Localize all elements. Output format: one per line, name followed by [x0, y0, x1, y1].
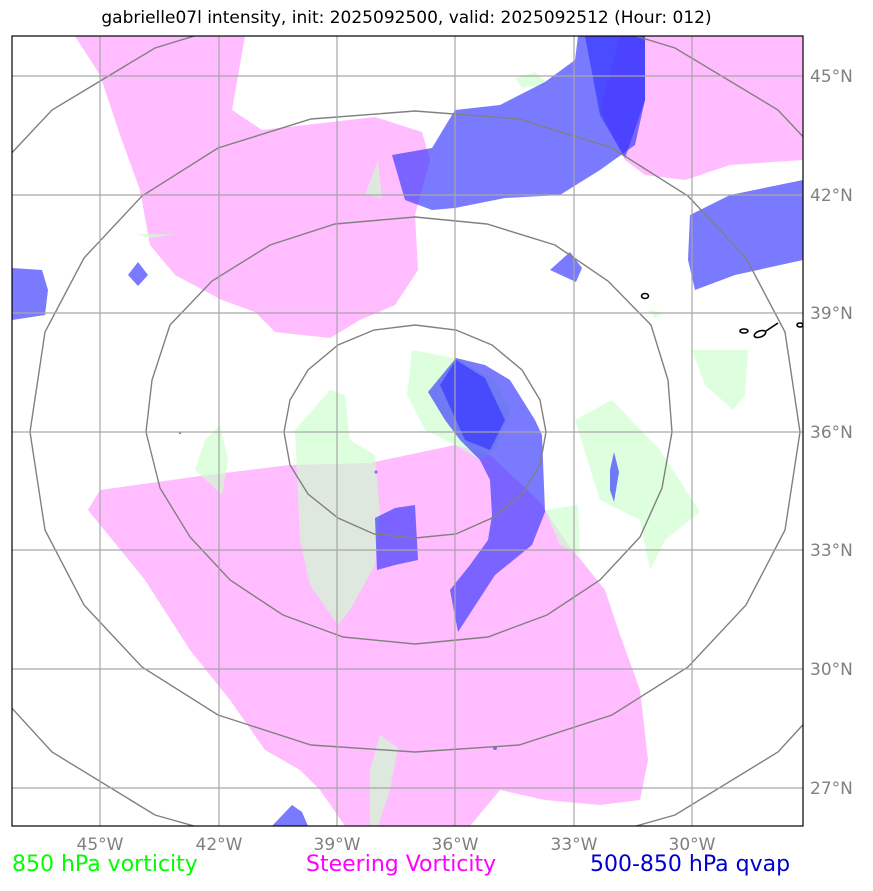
range-rings — [12, 36, 803, 826]
qvap-region-thin — [610, 452, 619, 502]
qvap-region-small-east — [550, 252, 582, 282]
qvap-region-east-upper — [585, 36, 645, 158]
lat-tick-labels: 45°N 42°N 39°N 36°N 33°N 30°N 27°N — [810, 67, 853, 799]
lat-tick-label: 45°N — [810, 67, 853, 87]
vorticity-850-region-mid — [365, 160, 382, 198]
lon-tick-label: 33°W — [551, 835, 598, 855]
vorticity-850-region-far-east — [692, 350, 748, 410]
legend: 850 hPa vorticity Steering Vorticity 500… — [0, 852, 873, 884]
coastlines — [640, 292, 803, 339]
lat-tick-label: 36°N — [810, 423, 853, 443]
range-ring — [283, 324, 547, 539]
qvap-region-comma — [428, 358, 545, 632]
lat-tick-label: 42°N — [810, 186, 853, 206]
qvap-region-compact — [375, 505, 418, 570]
qvap-region-small-west — [128, 262, 148, 286]
lon-tick-label: 30°W — [669, 835, 716, 855]
island-outline — [765, 322, 779, 332]
vorticity-850-region-south — [370, 735, 398, 826]
vorticity-850-region-west-sliver — [136, 234, 175, 238]
vorticity-850-region-small — [648, 310, 665, 318]
legend-item-qvap: 500-850 hPa qvap — [590, 852, 791, 877]
range-ring — [145, 216, 673, 645]
lon-tick-label: 42°W — [196, 835, 243, 855]
map-frame — [11, 35, 804, 827]
island-outline — [739, 328, 749, 334]
qvap-region-comma-core — [440, 360, 505, 450]
vorticity-850-region-southeast — [545, 505, 580, 555]
lat-tick-label: 39°N — [810, 304, 853, 324]
island-outline — [796, 322, 803, 328]
legend-item-850-vorticity: 850 hPa vorticity — [12, 852, 198, 877]
qvap-region-south — [272, 805, 308, 826]
legend-item-steering-vorticity: Steering Vorticity — [306, 852, 497, 877]
vorticity-850-region-west — [195, 425, 228, 495]
lat-tick-label: 33°N — [810, 541, 853, 561]
map-title: gabrielle07l intensity, init: 2025092500… — [101, 8, 712, 28]
steering-vorticity-region-north — [75, 36, 430, 338]
island-outline — [640, 292, 650, 300]
gridlines — [12, 36, 803, 826]
qvap-region-west-edge — [12, 268, 48, 320]
lon-tick-label: 36°W — [432, 835, 479, 855]
lat-tick-label: 30°N — [810, 660, 853, 680]
vorticity-850-region-east — [575, 400, 700, 570]
steering-vorticity-region-northeast — [600, 36, 803, 180]
island-outline — [753, 329, 767, 339]
lat-tick-label: 27°N — [810, 779, 853, 799]
lon-tick-labels: 45°W 42°W 39°W 36°W 33°W 30°W — [77, 835, 716, 855]
lon-tick-label: 39°W — [314, 835, 361, 855]
range-ring — [29, 110, 801, 753]
qvap-region-east — [688, 180, 803, 290]
qvap-dot — [374, 470, 378, 474]
lon-tick-label: 45°W — [77, 835, 124, 855]
